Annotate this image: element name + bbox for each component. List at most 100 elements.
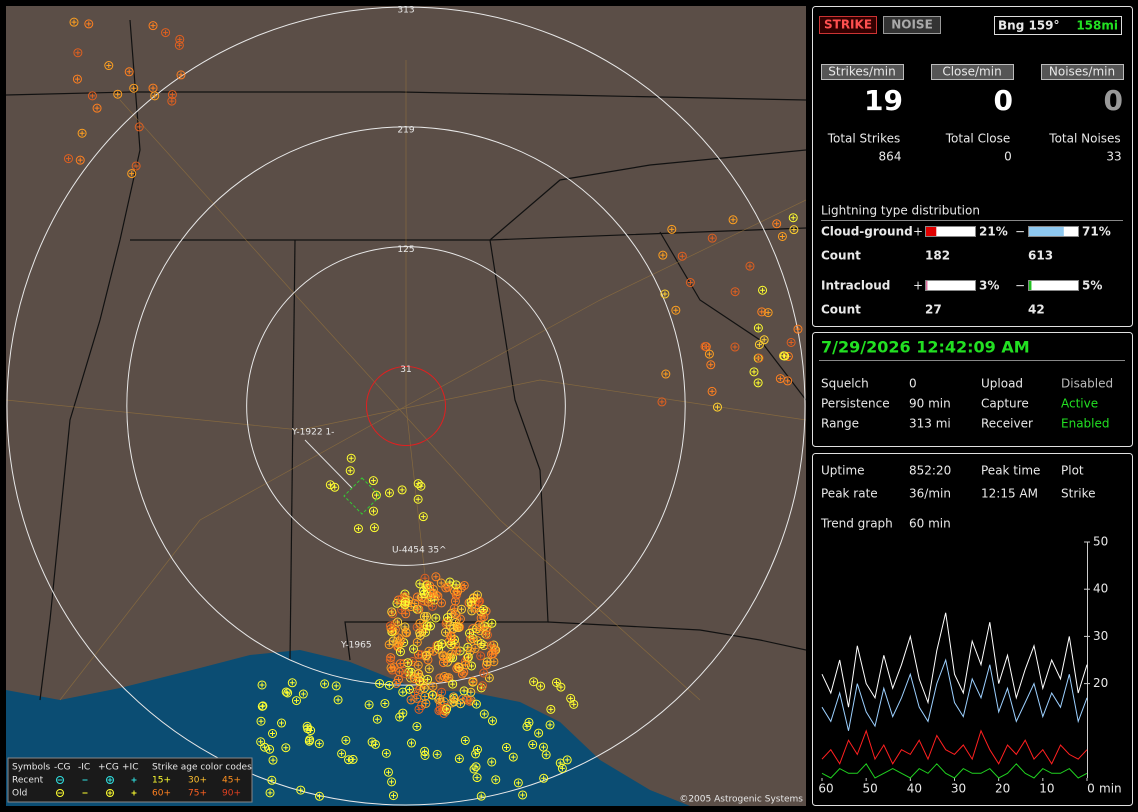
strike-marker: [478, 681, 488, 691]
strike-marker: [267, 746, 273, 752]
total-value: 33: [1106, 150, 1121, 164]
sign: +: [913, 279, 923, 293]
strike-marker: [433, 640, 443, 650]
strike-marker: [167, 96, 177, 106]
cursor-line: [304, 439, 353, 489]
strike-marker: [482, 630, 492, 640]
strike-marker: [447, 579, 453, 585]
strike-marker: [368, 506, 378, 516]
strike-marker: [422, 650, 432, 660]
range-ring-label: 31: [400, 365, 411, 375]
strike-marker: [387, 607, 397, 617]
strike-marker: [115, 91, 121, 97]
strike-marker: [73, 48, 83, 58]
strike-marker: [268, 728, 278, 738]
strike-marker: [397, 661, 403, 667]
state-border: [6, 91, 806, 101]
strike-marker: [386, 490, 392, 496]
strike-marker: [468, 676, 478, 686]
legend-age: 90+: [222, 789, 241, 799]
strike-marker: [569, 699, 579, 709]
rate-label: Close/min: [942, 65, 1001, 79]
legend-type: +CG: [98, 763, 119, 773]
strike-marker: [513, 778, 523, 788]
strike-marker: [707, 233, 717, 243]
sign: −: [1015, 279, 1025, 293]
strike-marker: [406, 695, 416, 705]
range-ring-label: 219: [397, 125, 414, 135]
legend-icon: [56, 776, 64, 784]
strike-marker: [425, 657, 431, 663]
strike-marker: [94, 105, 100, 111]
strike-marker: [163, 30, 169, 36]
strike-marker: [453, 586, 463, 596]
strike-marker: [84, 19, 94, 29]
strike-marker: [714, 404, 720, 410]
strike-marker: [418, 512, 428, 522]
strike-button-label[interactable]: STRIKE: [824, 18, 872, 32]
strike-marker: [400, 710, 406, 716]
strike-marker: [413, 660, 423, 670]
strike-marker: [150, 91, 160, 101]
strike-marker: [87, 91, 97, 101]
bearing-distance: 158mi: [1076, 19, 1118, 33]
strike-marker: [175, 34, 185, 44]
y-tick-label: 20: [1093, 676, 1108, 690]
strike-marker: [728, 215, 738, 225]
legend-box: [7, 757, 253, 803]
strike-marker: [383, 767, 393, 777]
strike-marker: [459, 606, 465, 612]
strike-marker: [730, 217, 736, 223]
strike-marker: [423, 655, 433, 665]
strike-button[interactable]: [819, 16, 877, 34]
noise-button-label[interactable]: NOISE: [891, 18, 933, 32]
strike-marker: [403, 611, 409, 617]
strike-marker: [388, 791, 398, 801]
strike-marker: [448, 651, 454, 657]
strike-marker: [460, 735, 470, 745]
y-tick-label: 50: [1093, 535, 1108, 549]
strike-marker: [408, 697, 414, 703]
strike-marker: [471, 699, 481, 709]
strike-marker: [330, 482, 340, 492]
strike-marker: [169, 92, 175, 98]
strike-marker: [400, 669, 410, 679]
strike-marker: [709, 388, 715, 394]
strike-marker: [416, 671, 422, 677]
strike-marker: [515, 780, 521, 786]
legend-icon: [107, 777, 113, 783]
strike-marker: [469, 764, 479, 774]
strike-marker: [134, 122, 144, 132]
strike-marker: [508, 752, 518, 762]
strike-marker: [448, 634, 454, 640]
strike-marker: [473, 751, 479, 757]
legend-icon: [106, 776, 114, 784]
strike-marker: [429, 603, 435, 609]
strike-marker: [408, 740, 414, 746]
strike-marker: [455, 588, 461, 594]
strike-marker: [126, 69, 132, 75]
strike-marker: [518, 790, 528, 800]
pct-track: [925, 280, 976, 291]
summary-panel: [812, 6, 1133, 327]
strike-marker: [258, 701, 268, 711]
strike-marker: [283, 688, 293, 698]
strike-marker: [296, 785, 306, 795]
strike-marker: [453, 648, 459, 654]
count-value: 42: [1028, 303, 1045, 317]
strike-marker: [283, 689, 289, 695]
strike-marker: [106, 63, 112, 69]
strike-marker: [348, 455, 354, 461]
noise-button[interactable]: [883, 16, 941, 34]
strike-marker: [790, 215, 796, 221]
strike-marker: [669, 226, 675, 232]
strike-marker: [390, 638, 396, 644]
strike-marker: [562, 755, 572, 765]
strike-marker: [388, 609, 398, 619]
strike-marker: [700, 341, 710, 351]
strike-marker: [348, 754, 358, 764]
strike-marker: [415, 628, 425, 638]
strike-marker: [425, 676, 431, 682]
strike-marker: [364, 700, 374, 710]
strike-marker: [463, 662, 469, 668]
